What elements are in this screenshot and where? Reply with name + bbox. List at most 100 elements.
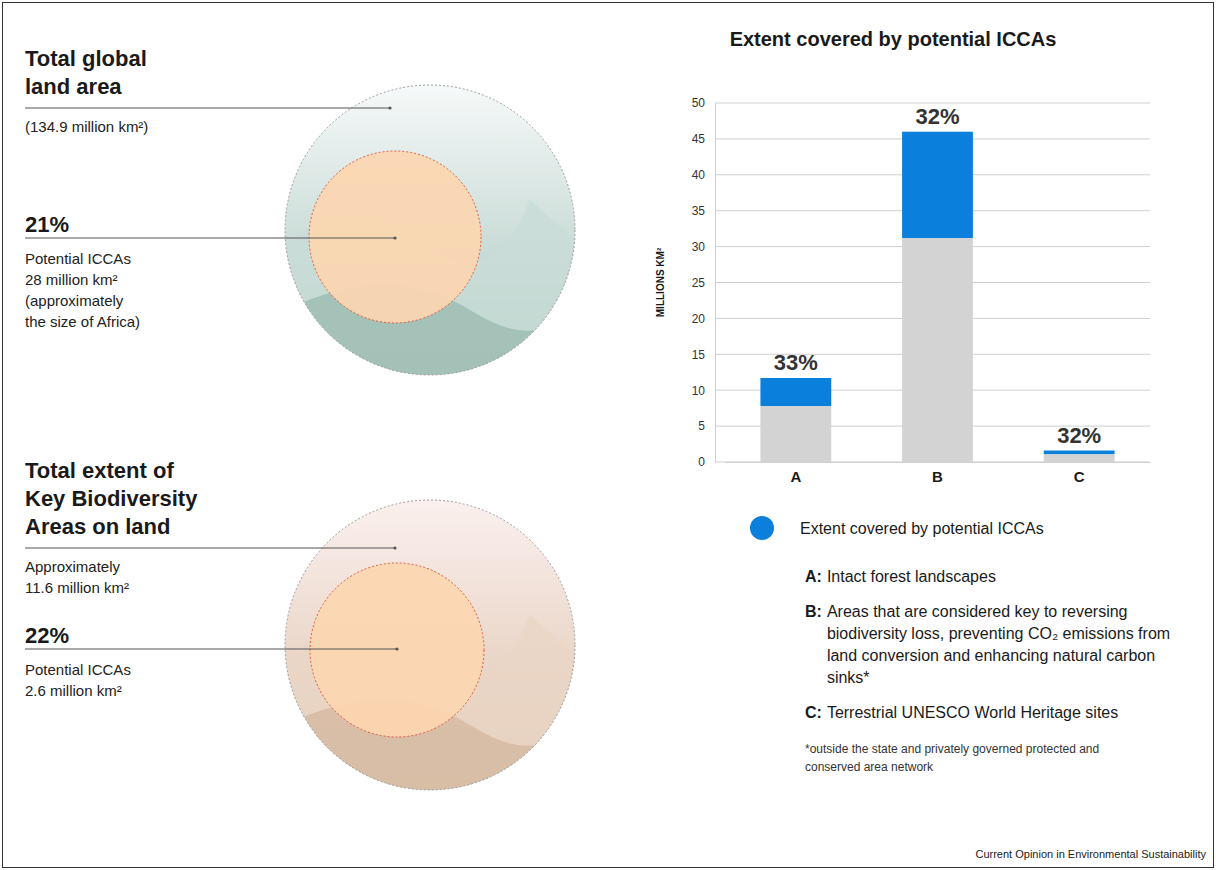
- x-tick: A: [790, 462, 801, 485]
- infographic: Total global land area (134.9 million km²)…: [0, 0, 1216, 870]
- y-tick: 20: [692, 312, 715, 326]
- bar: [902, 238, 973, 462]
- key-text-line: Areas that are considered key to reversi…: [827, 603, 1128, 620]
- grid: [715, 103, 1150, 462]
- heading: Key Biodiversity: [25, 486, 198, 511]
- detail: Potential ICCAs: [25, 661, 131, 678]
- tick-label: 45: [692, 132, 706, 146]
- leader-dot: [395, 647, 398, 650]
- subheading: (134.9 million km²): [25, 118, 148, 135]
- bar: [902, 132, 973, 238]
- key-text: Terrestrial UNESCO World Heritage sites: [827, 704, 1118, 721]
- percent: 22%: [25, 623, 69, 648]
- legend-label: Extent covered by potential ICCAs: [800, 520, 1044, 537]
- bar-annotation: 32%: [915, 104, 959, 129]
- legend-marker: [750, 516, 774, 540]
- subheading: 11.6 million km²: [25, 579, 129, 596]
- detail: (approximately: [25, 292, 124, 309]
- tick-label: 35: [692, 204, 706, 218]
- x-axis: A B C: [726, 462, 1151, 485]
- bar-annotation: 33%: [774, 350, 818, 375]
- bars: [760, 132, 1114, 462]
- key-text-line: biodiversity loss, preventing CO₂ emissi…: [827, 625, 1170, 642]
- leader-line: [25, 548, 395, 549]
- key-text-line: land conversion and enhancing natural ca…: [827, 647, 1155, 664]
- key-text-line: Intact forest landscapes: [827, 568, 996, 585]
- x-tick: B: [932, 462, 943, 485]
- tick-label: 25: [692, 276, 706, 290]
- tick-label: 40: [692, 168, 706, 182]
- tick-label: 15: [692, 348, 706, 362]
- key-text-line: sinks*: [827, 669, 870, 686]
- y-tick: 30: [692, 240, 715, 254]
- key-letter: C:: [805, 704, 822, 721]
- y-tick: 40: [692, 168, 715, 182]
- key-letter: B:: [805, 603, 822, 620]
- outer-circle: [285, 500, 575, 790]
- tick-label: B: [932, 468, 943, 485]
- outer-circle-outline: [285, 85, 575, 375]
- tick-label: 0: [698, 455, 705, 469]
- panel: Total global land area (134.9 million km²)…: [25, 46, 575, 375]
- leader-dot: [388, 106, 391, 109]
- tick-label: 10: [692, 384, 706, 398]
- bar: [760, 378, 831, 406]
- footnote-line: conserved area network: [805, 760, 934, 774]
- outer-circle-outline: [285, 500, 575, 790]
- bar: [1044, 454, 1115, 462]
- outer-circle: [285, 85, 575, 375]
- inner-circle: [309, 151, 481, 323]
- key-text: Intact forest landscapes: [827, 568, 996, 585]
- inner-circle: [310, 563, 484, 737]
- subheading: Approximately: [25, 558, 121, 575]
- tick-label: 30: [692, 240, 706, 254]
- annotations: 33% 32% 32%: [774, 104, 1101, 448]
- detail: the size of Africa): [25, 313, 140, 330]
- y-tick: 5: [698, 419, 715, 433]
- key-text: Areas that are considered key to reversi…: [827, 603, 1170, 686]
- y-tick: 0: [698, 455, 715, 469]
- footnote-line: *outside the state and privately governe…: [805, 742, 1099, 756]
- leader-line: [25, 108, 390, 109]
- heading: Total extent of: [25, 458, 174, 483]
- tick-label: 50: [692, 96, 706, 110]
- leader-dot: [393, 236, 396, 239]
- y-tick: 50: [692, 96, 715, 110]
- key-text-line: Terrestrial UNESCO World Heritage sites: [827, 704, 1118, 721]
- heading: land area: [25, 74, 122, 99]
- tick-label: A: [790, 468, 801, 485]
- y-tick: 10: [692, 384, 715, 398]
- footnote: *outside the state and privately governe…: [805, 742, 1099, 774]
- tick-label: 20: [692, 312, 706, 326]
- frame: [3, 3, 1214, 868]
- detail: 28 million km²: [25, 271, 118, 288]
- key-letter: A:: [805, 568, 822, 585]
- bar-annotation: 32%: [1057, 423, 1101, 448]
- y-axis-title: MILLIONS KM²: [655, 247, 666, 317]
- y-tick: 15: [692, 348, 715, 362]
- chart-title: Extent covered by potential ICCAs: [730, 28, 1057, 50]
- percent: 21%: [25, 212, 69, 237]
- detail: Potential ICCAs: [25, 250, 131, 267]
- legend: Extent covered by potential ICCAs: [750, 516, 1044, 540]
- leader-line: [25, 238, 395, 239]
- bar: [1044, 451, 1115, 455]
- tick-label: C: [1074, 468, 1085, 485]
- source: Current Opinion in Environmental Sustain…: [975, 848, 1206, 860]
- axis-line: [726, 462, 1151, 463]
- panel: Total extent ofKey BiodiversityAreas on …: [25, 458, 575, 790]
- heading: Total global: [25, 46, 147, 71]
- leader-dot: [393, 546, 396, 549]
- bar-chart: Extent covered by potential ICCAs 0 5 10 15 2…: [655, 28, 1151, 540]
- leader-line: [25, 649, 397, 650]
- y-tick: 25: [692, 276, 715, 290]
- y-tick: 45: [692, 132, 715, 146]
- y-tick: 35: [692, 204, 715, 218]
- axis-line: [715, 104, 716, 463]
- tick-label: 5: [698, 419, 705, 433]
- category-key: A: Intact forest landscapes B: Areas that a…: [805, 568, 1170, 774]
- detail: 2.6 million km²: [25, 682, 122, 699]
- x-tick: C: [1074, 462, 1085, 485]
- bar: [760, 406, 831, 462]
- y-axis: 0 5 10 15 20 25 30 35 40 45 50: [692, 96, 716, 469]
